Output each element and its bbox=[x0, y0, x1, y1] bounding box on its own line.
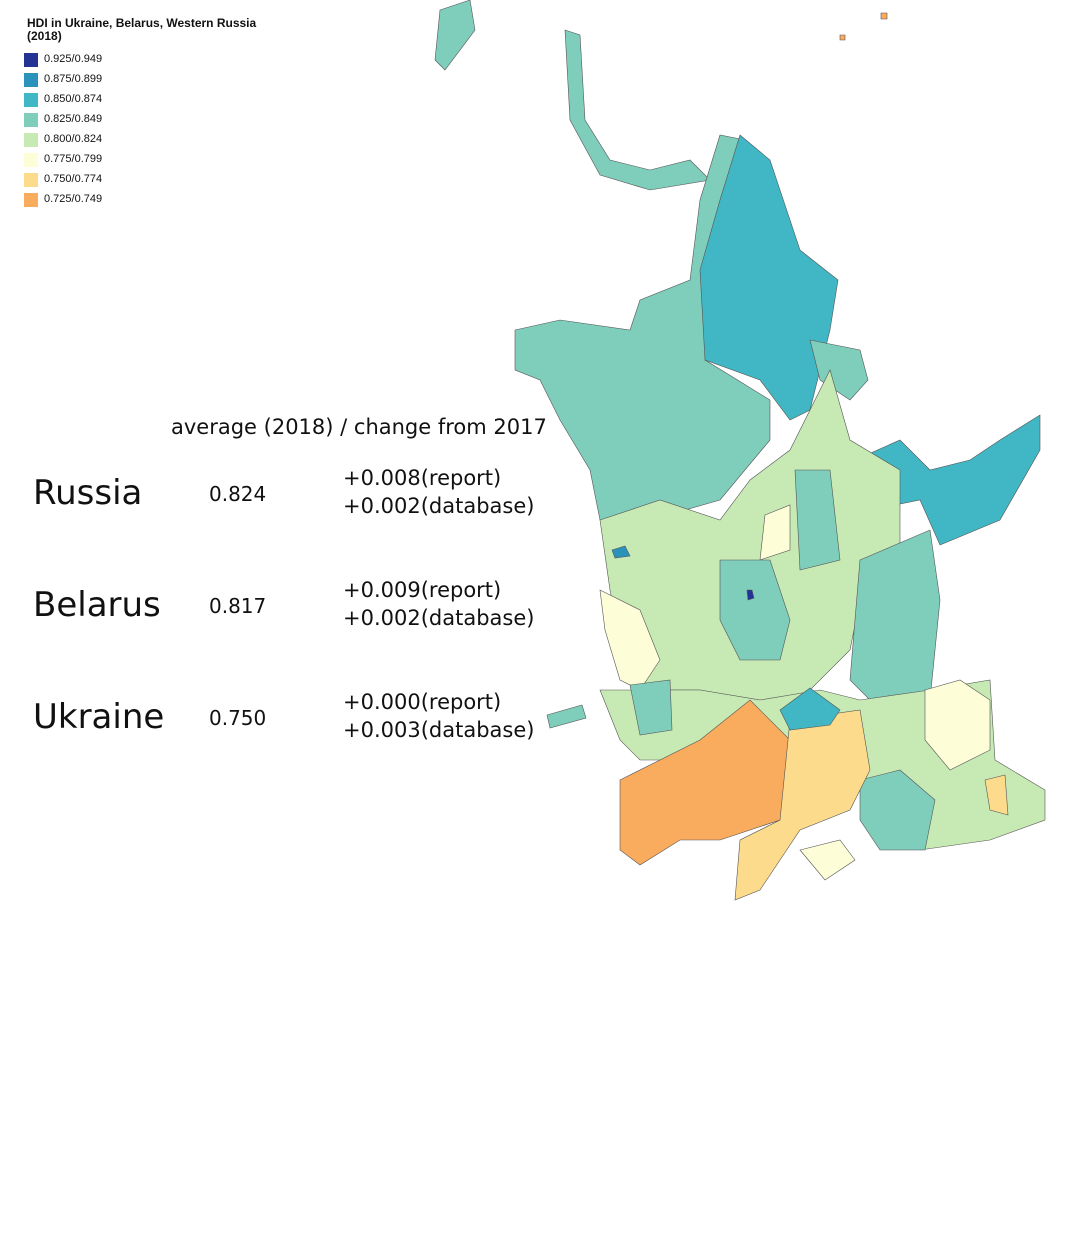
legend-label: 0.725/0.749 bbox=[44, 193, 103, 205]
region bbox=[746, 589, 755, 601]
legend-label: 0.825/0.849 bbox=[44, 113, 103, 125]
legend-label: 0.850/0.874 bbox=[44, 93, 103, 105]
region bbox=[794, 469, 841, 571]
region bbox=[546, 704, 587, 729]
table-header: average (2018) / change from 2017 bbox=[171, 415, 547, 439]
region bbox=[809, 339, 869, 401]
change-database: +0.002(database) bbox=[343, 606, 535, 630]
region bbox=[984, 774, 1009, 816]
region bbox=[734, 709, 871, 901]
region bbox=[434, 0, 476, 71]
region bbox=[924, 679, 991, 771]
average-value: 0.817 bbox=[209, 594, 267, 618]
region bbox=[719, 559, 791, 661]
map-title: HDI in Ukraine, Belarus, Western Russia … bbox=[27, 16, 257, 43]
change-database: +0.002(database) bbox=[343, 494, 535, 518]
region bbox=[880, 12, 888, 20]
average-value: 0.824 bbox=[209, 482, 267, 506]
region bbox=[779, 687, 841, 731]
legend-swatch bbox=[24, 113, 38, 127]
legend-label: 0.800/0.824 bbox=[44, 133, 103, 145]
region bbox=[839, 34, 846, 41]
legend-swatch bbox=[24, 93, 38, 107]
legend-label: 0.775/0.799 bbox=[44, 153, 103, 165]
region bbox=[564, 29, 711, 191]
change-report: +0.009(report) bbox=[343, 578, 502, 602]
legend-swatch bbox=[24, 73, 38, 87]
legend-swatch bbox=[24, 153, 38, 167]
region bbox=[799, 839, 856, 881]
legend-label: 0.750/0.774 bbox=[44, 173, 103, 185]
change-database: +0.003(database) bbox=[343, 718, 535, 742]
region bbox=[629, 679, 673, 736]
average-value: 0.750 bbox=[209, 706, 267, 730]
country-name: Russia bbox=[33, 473, 143, 513]
region bbox=[514, 134, 771, 521]
legend-swatch bbox=[24, 173, 38, 187]
change-report: +0.008(report) bbox=[343, 466, 502, 490]
region bbox=[699, 134, 839, 421]
legend-swatch bbox=[24, 53, 38, 67]
legend-label: 0.875/0.899 bbox=[44, 73, 103, 85]
region bbox=[759, 504, 791, 561]
legend-label: 0.925/0.949 bbox=[44, 53, 103, 65]
region bbox=[859, 769, 936, 851]
country-name: Belarus bbox=[33, 585, 161, 625]
region bbox=[611, 545, 631, 559]
legend-swatch bbox=[24, 193, 38, 207]
region bbox=[854, 414, 1041, 546]
country-name: Ukraine bbox=[33, 697, 165, 737]
legend-swatch bbox=[24, 133, 38, 147]
change-report: +0.000(report) bbox=[343, 690, 502, 714]
